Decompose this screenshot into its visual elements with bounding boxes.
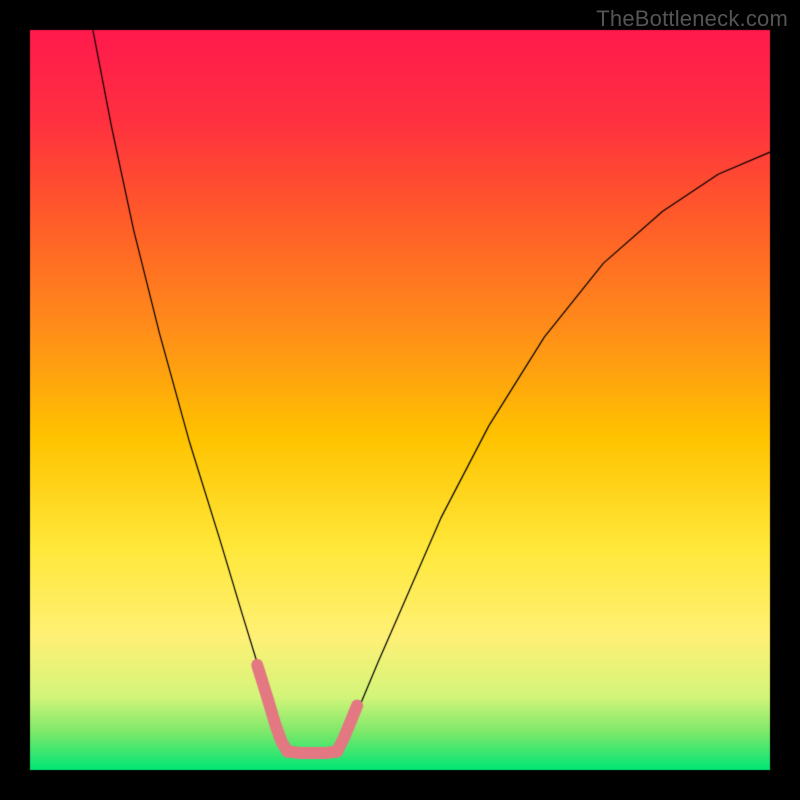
watermark-text: TheBottleneck.com (596, 6, 788, 32)
chart-container: TheBottleneck.com (0, 0, 800, 800)
bottleneck-chart (0, 0, 800, 800)
